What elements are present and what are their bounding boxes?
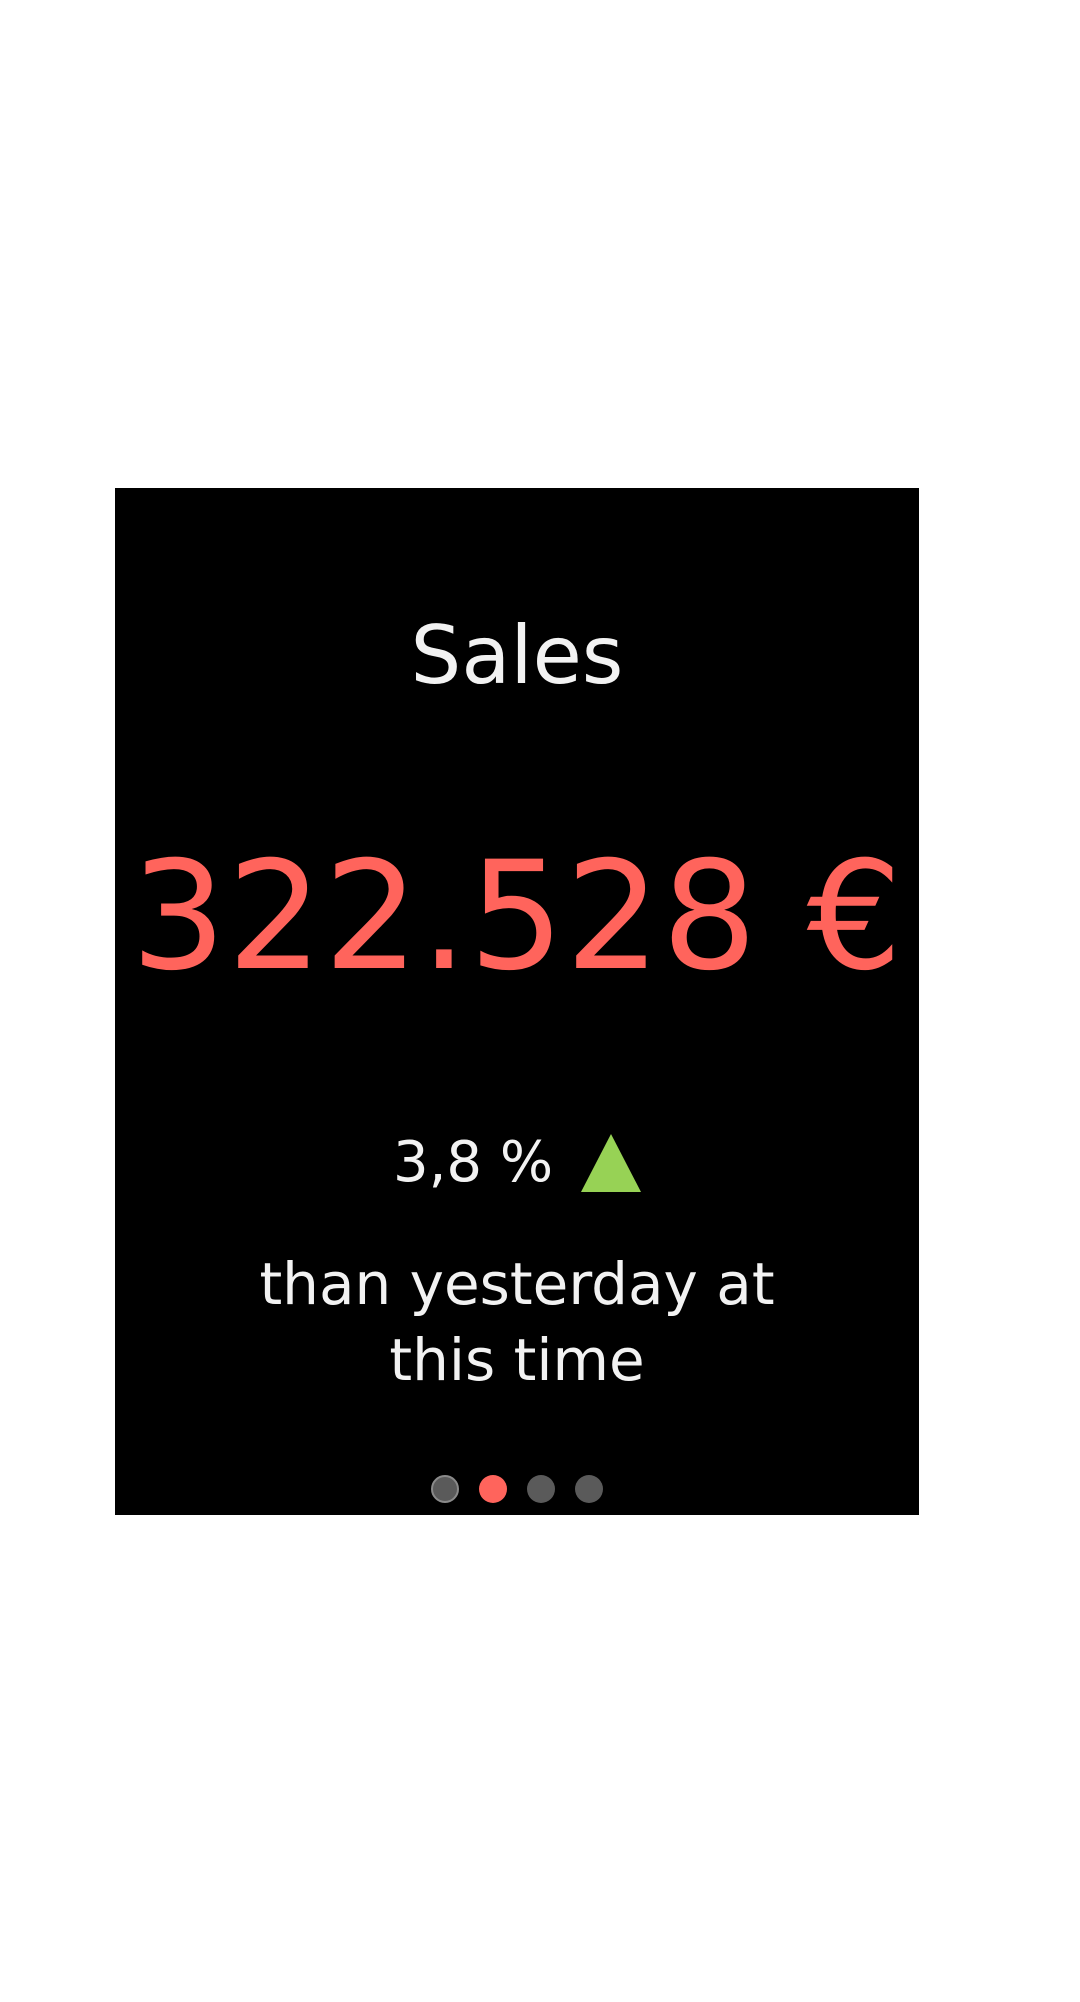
page-indicator[interactable] bbox=[115, 1475, 919, 1503]
page-dot-3[interactable] bbox=[527, 1475, 555, 1503]
page-dot-4[interactable] bbox=[575, 1475, 603, 1503]
change-percentage: 3,8 % bbox=[392, 1130, 554, 1195]
triangle-up-icon bbox=[581, 1134, 642, 1192]
comparison-caption: than yesterday at this time bbox=[115, 1246, 919, 1398]
caption-line-2: this time bbox=[389, 1326, 645, 1394]
page-dot-1[interactable] bbox=[431, 1475, 459, 1503]
caption-line-1: than yesterday at bbox=[259, 1250, 775, 1318]
sales-amount: 322.528 € bbox=[130, 830, 904, 1004]
watch-screen: Sales 322.528 € 3,8 % than yesterday at … bbox=[115, 488, 919, 1515]
page-title: Sales bbox=[410, 609, 624, 702]
page-dot-2[interactable] bbox=[479, 1475, 507, 1503]
change-row: 3,8 % bbox=[115, 1134, 919, 1192]
